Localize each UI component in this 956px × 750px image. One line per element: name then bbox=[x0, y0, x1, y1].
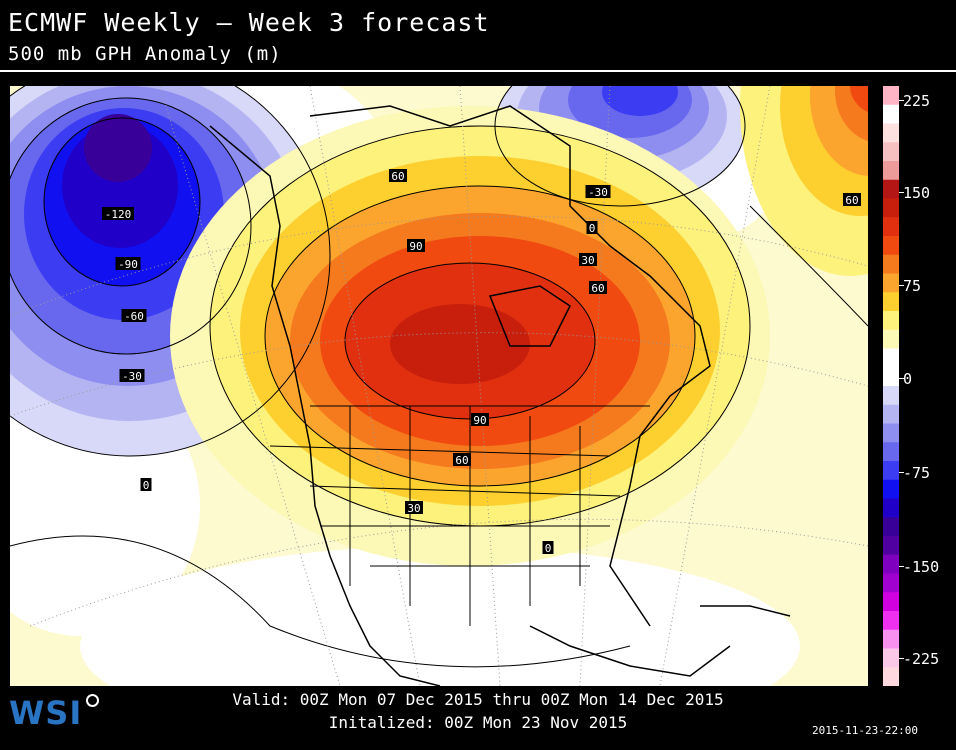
logo-mark-icon bbox=[86, 694, 99, 707]
colorbar-tick bbox=[899, 285, 904, 286]
header-divider bbox=[0, 70, 956, 72]
colorbar-swatch bbox=[883, 179, 899, 200]
contour-label-bg bbox=[453, 453, 471, 466]
colorbar-swatch bbox=[883, 104, 899, 125]
valid-period: Valid: 00Z Mon 07 Dec 2015 thru 00Z Mon … bbox=[232, 690, 724, 709]
colorbar-tick bbox=[899, 566, 904, 567]
colorbar-swatch bbox=[883, 498, 899, 518]
colorbar-tick bbox=[899, 192, 904, 193]
contour-label-bg bbox=[389, 169, 407, 182]
colorbar-swatches bbox=[883, 86, 899, 687]
init-time: Initalized: 00Z Mon 23 Nov 2015 bbox=[328, 713, 628, 732]
colorbar-swatch bbox=[883, 142, 899, 162]
contour-label: -30 bbox=[588, 186, 608, 199]
contour-label-bg bbox=[585, 185, 611, 198]
colorbar-label: 75 bbox=[903, 277, 922, 295]
colorbar-swatch bbox=[883, 198, 899, 218]
colorbar-label: -225 bbox=[903, 650, 940, 668]
colorbar-swatch bbox=[883, 348, 899, 368]
contour-label-bg bbox=[407, 239, 425, 252]
atlantic-high bbox=[740, 86, 868, 276]
contour-label: -60 bbox=[124, 310, 144, 323]
wsi-logo: WSI bbox=[9, 694, 83, 732]
anomaly-map-svg: -120 -90 -60 -30 0 60 90 90 60 30 0 -30 0 30 60 60 bbox=[10, 86, 868, 686]
contour-label: 0 bbox=[545, 542, 552, 555]
timestamp: 2015-11-23-22:00 bbox=[812, 724, 918, 737]
colorbar-swatch bbox=[883, 254, 899, 275]
contour-label-bg bbox=[115, 257, 141, 270]
contour-label-bg bbox=[102, 207, 134, 220]
colorbar-swatch bbox=[883, 461, 899, 481]
contour-label-bg bbox=[579, 253, 597, 266]
colorbar-swatch bbox=[883, 292, 899, 312]
contour-label: 0 bbox=[143, 479, 150, 492]
colorbar-swatch bbox=[883, 311, 899, 331]
contour-label: -90 bbox=[118, 258, 138, 271]
contour-label: 30 bbox=[407, 502, 420, 515]
colorbar-swatch bbox=[883, 161, 899, 181]
page-title: ECMWF Weekly — Week 3 forecast bbox=[8, 8, 490, 37]
anomaly-map: -120 -90 -60 -30 0 60 90 90 60 30 0 -30 0 30 60 60 bbox=[10, 86, 868, 686]
colorbar-tick bbox=[899, 100, 904, 101]
colorbar-swatch bbox=[883, 554, 899, 575]
colorbar-swatch bbox=[883, 479, 899, 500]
north-america-high bbox=[170, 106, 770, 566]
colorbar-swatch bbox=[883, 423, 899, 443]
colorbar-tick bbox=[899, 472, 904, 473]
contour-label: 60 bbox=[455, 454, 468, 467]
page-subtitle: 500 mb GPH Anomaly (m) bbox=[8, 43, 282, 65]
colorbar-tick bbox=[899, 378, 904, 379]
colorbar-swatch bbox=[883, 648, 899, 668]
colorbar-label: 0 bbox=[903, 370, 913, 388]
colorbar-label: 225 bbox=[903, 92, 931, 110]
colorbar-swatch bbox=[883, 329, 899, 350]
colorbar-swatch bbox=[883, 86, 899, 106]
colorbar-label: 150 bbox=[903, 184, 931, 202]
colorbar-swatch bbox=[883, 236, 899, 256]
colorbar-swatch bbox=[883, 629, 899, 650]
contour-label-bg bbox=[140, 478, 152, 491]
colorbar-swatch bbox=[883, 367, 899, 387]
contour-label-bg bbox=[589, 281, 607, 294]
contour-label-bg bbox=[471, 413, 489, 426]
contour-label: 60 bbox=[591, 282, 604, 295]
colorbar-swatch bbox=[883, 536, 899, 556]
colorbar-tick bbox=[899, 658, 904, 659]
contour-label: 90 bbox=[473, 414, 486, 427]
colorbar-swatch bbox=[883, 611, 899, 631]
contour-label-bg bbox=[405, 501, 423, 514]
contour-label: 60 bbox=[845, 194, 858, 207]
colorbar-swatch bbox=[883, 517, 899, 537]
colorbar-swatch bbox=[883, 667, 899, 687]
contour-label-bg bbox=[586, 221, 598, 234]
contour-label-bg bbox=[121, 309, 147, 322]
contour-label: -30 bbox=[122, 370, 142, 383]
contour-label: -120 bbox=[105, 208, 132, 221]
colorbar-swatch bbox=[883, 442, 899, 462]
contour-label-bg bbox=[119, 369, 145, 382]
contour-label: 60 bbox=[391, 170, 404, 183]
contour-label: 90 bbox=[409, 240, 422, 253]
contour-label-bg bbox=[843, 193, 861, 206]
colorbar-swatch bbox=[883, 404, 899, 425]
contour-labels: -120 -90 -60 -30 0 60 90 90 60 30 0 -30 0 30 60 60 bbox=[102, 169, 861, 555]
coastlines bbox=[209, 105, 791, 686]
colorbar-label: -150 bbox=[903, 558, 940, 576]
colorbar-label: -75 bbox=[903, 464, 931, 482]
colorbar-swatch bbox=[883, 123, 899, 143]
colorbar bbox=[883, 86, 899, 687]
colorbar-swatch bbox=[883, 273, 899, 293]
colorbar-swatch bbox=[883, 592, 899, 612]
colorbar-swatch bbox=[883, 573, 899, 593]
colorbar-swatch bbox=[883, 217, 899, 237]
contour-label: 30 bbox=[581, 254, 594, 267]
contour-label-bg bbox=[542, 541, 554, 554]
colorbar-swatch bbox=[883, 386, 899, 406]
contour-label: 0 bbox=[589, 222, 596, 235]
